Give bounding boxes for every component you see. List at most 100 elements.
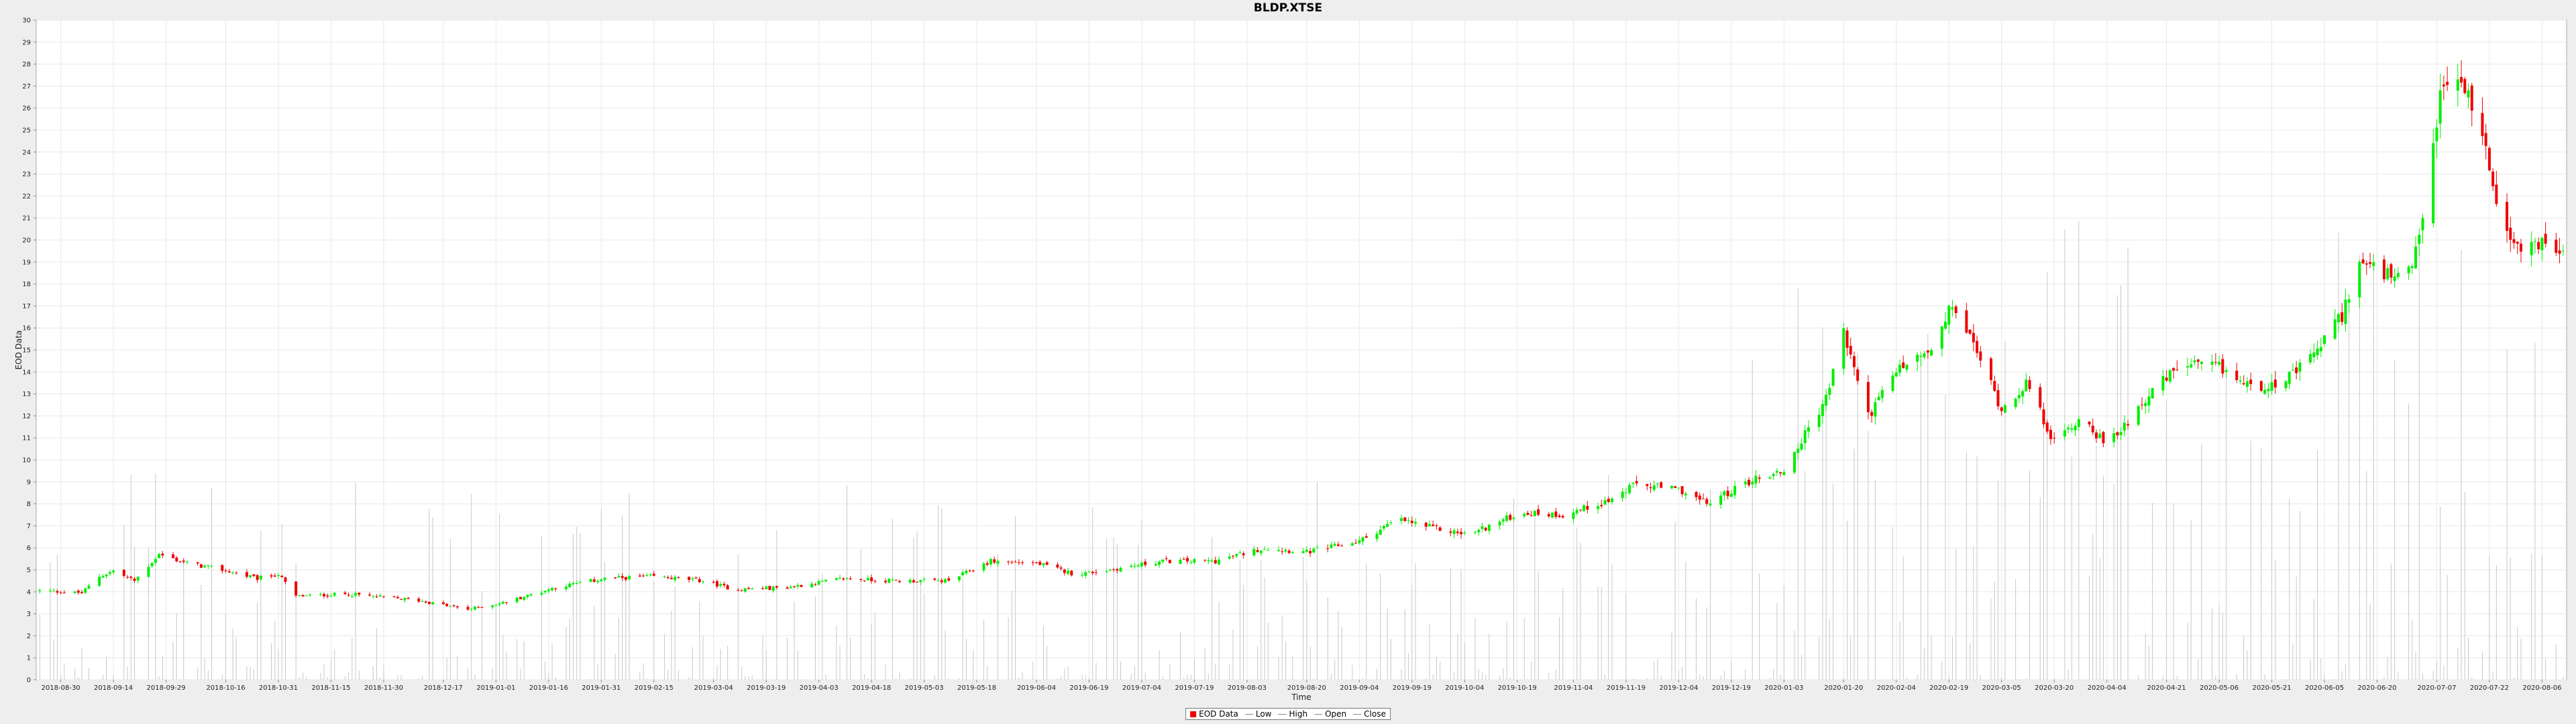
x-tick-label: 2018-11-30 (364, 684, 403, 692)
y-tick-label: 5 (27, 567, 31, 575)
candle-up (1501, 519, 1505, 522)
candle-down (182, 560, 185, 562)
candle-down (2463, 78, 2467, 93)
candle-down (126, 577, 129, 578)
x-tick-label: 2018-11-15 (311, 684, 350, 692)
candle-down (2390, 264, 2393, 278)
candle-down (1526, 513, 1529, 516)
candle-up (1825, 394, 1828, 406)
candle-up (1487, 524, 1491, 531)
candle-up (207, 565, 210, 566)
candle-down (129, 577, 133, 579)
y-tick-label: 11 (22, 435, 31, 442)
candle-down (642, 575, 645, 577)
candle-up (691, 578, 694, 580)
candle-down (2481, 113, 2484, 137)
candle-down (1965, 310, 1968, 333)
candle-up (1179, 559, 1182, 564)
candle-up (810, 583, 814, 588)
candle-up (98, 577, 101, 586)
candle-up (1817, 414, 1821, 427)
candle-down (2519, 243, 2522, 252)
candle-down (894, 579, 898, 581)
candle-up (101, 576, 105, 578)
candle-down (1456, 532, 1459, 533)
x-tick-label: 2020-07-22 (2470, 684, 2509, 692)
candle-up (1807, 427, 1810, 432)
candle-up (276, 575, 280, 577)
candle-up (1768, 477, 1772, 479)
candle-up (498, 603, 501, 605)
candle-up (1193, 558, 1196, 563)
candle-up (2288, 371, 2291, 384)
y-tick-label: 29 (22, 39, 31, 46)
candle-up (87, 585, 91, 589)
candle-up (1259, 550, 1263, 554)
candle-up (2098, 433, 2102, 438)
candle-down (614, 577, 617, 579)
y-tick-label: 30 (22, 17, 31, 25)
x-tick-label: 2018-10-31 (259, 684, 298, 692)
candle-down (1954, 306, 1957, 314)
candle-up (2312, 352, 2316, 357)
candle-up (820, 581, 824, 582)
candle-up (1358, 540, 1361, 544)
candle-up (38, 590, 42, 591)
candle-down (1600, 505, 1603, 507)
candle-down (80, 592, 84, 593)
candle-down (1972, 333, 1975, 343)
candle-down (747, 588, 751, 589)
candle-up (2530, 241, 2533, 255)
candle-down (1424, 522, 1428, 527)
candle-down (441, 602, 445, 605)
legend-label-eod: EOD Data (1199, 709, 1238, 719)
candle-up (1477, 530, 1481, 533)
candle-up (1154, 564, 1157, 566)
candle-down (985, 563, 989, 565)
candle-down (2102, 432, 2105, 444)
candle-down (2088, 421, 2091, 425)
candle-up (319, 594, 322, 595)
candle-down (326, 595, 329, 597)
candle-down (1852, 356, 1856, 367)
candle-down (1870, 412, 1874, 416)
candle-up (839, 577, 842, 579)
candle-up (1284, 550, 1287, 552)
candle-down (1144, 561, 1147, 565)
candle-down (172, 554, 175, 558)
candle-up (421, 601, 424, 602)
candle-down (1586, 505, 1589, 510)
candle-down (270, 575, 273, 577)
candle-up (1597, 506, 1600, 509)
candle-up (1821, 404, 1824, 416)
candle-down (1438, 527, 1442, 531)
candle-up (2119, 432, 2123, 436)
candle-up (523, 597, 526, 600)
candle-down (898, 581, 901, 583)
candle-up (1238, 552, 1242, 554)
candle-down (1866, 381, 1870, 412)
candle-down (2491, 171, 2495, 186)
candle-down (775, 586, 778, 588)
x-tick-label: 2019-04-18 (852, 684, 891, 692)
candle-up (529, 594, 533, 596)
candle-up (547, 589, 550, 591)
x-tick-label: 2019-05-03 (905, 684, 944, 692)
candle-up (2193, 360, 2196, 363)
y-tick-label: 22 (22, 193, 31, 200)
candle-down (1607, 499, 1610, 502)
candle-up (1733, 486, 1737, 495)
candle-up (1263, 549, 1267, 550)
candle-up (922, 579, 926, 580)
candle-up (1940, 326, 1943, 349)
candle-down (694, 577, 698, 579)
candle-up (2263, 389, 2267, 394)
candle-up (645, 575, 649, 576)
candle-down (968, 570, 971, 572)
candle-down (666, 577, 669, 579)
candle-up (1414, 522, 1417, 524)
candle-down (2495, 184, 2498, 204)
candle-down (1695, 491, 1698, 497)
candle-down (1112, 569, 1116, 570)
candle-down (916, 581, 919, 583)
